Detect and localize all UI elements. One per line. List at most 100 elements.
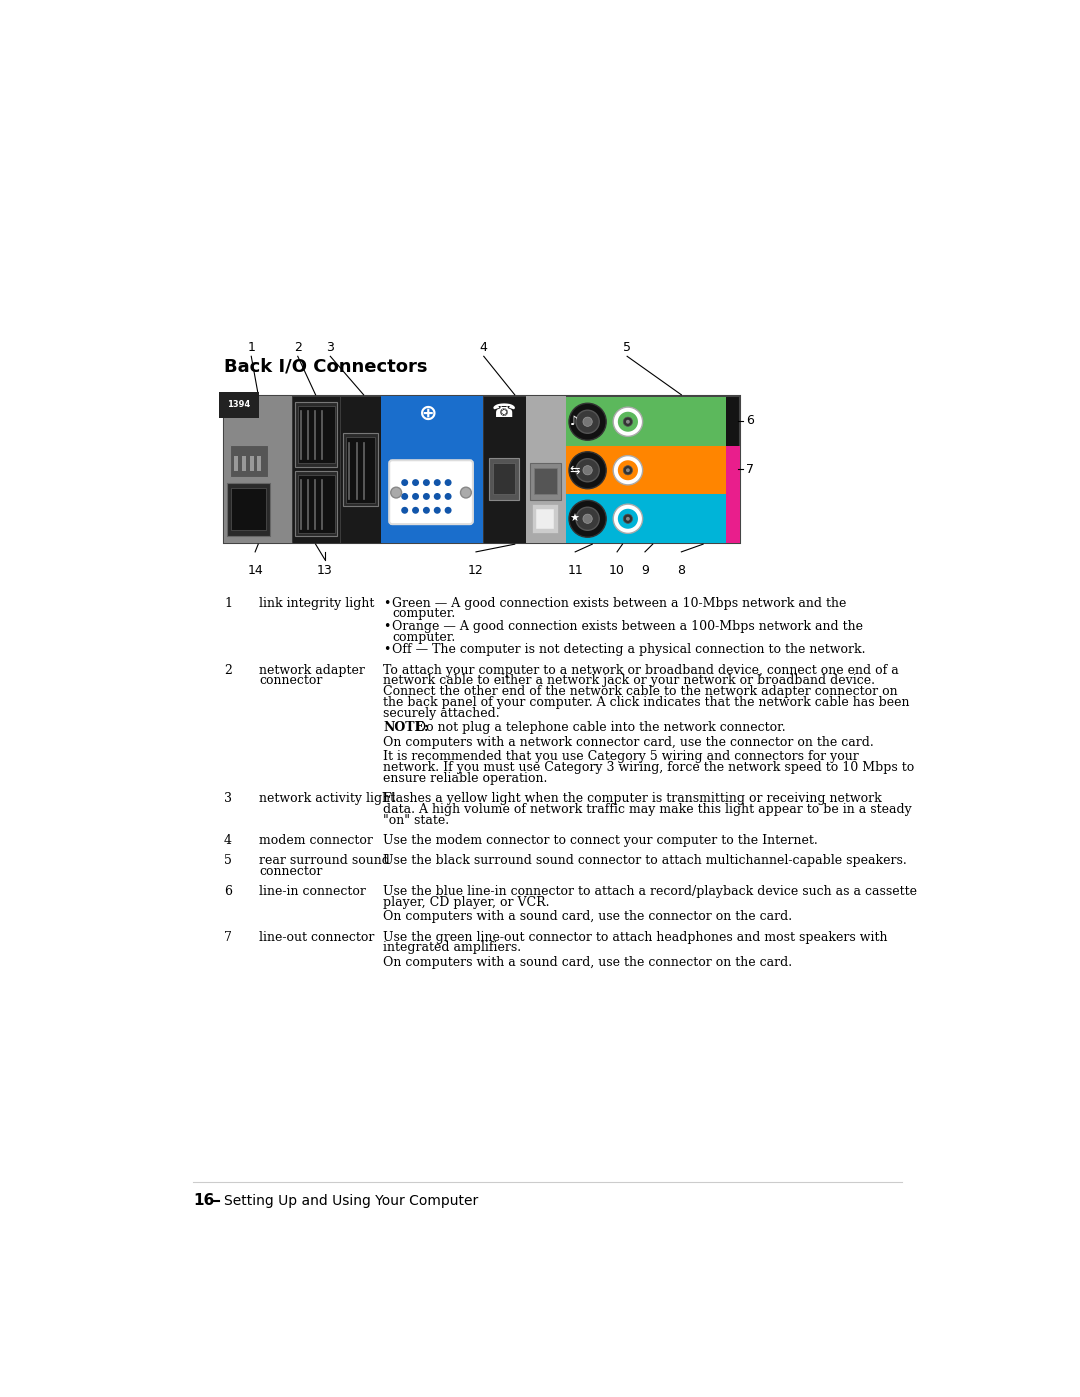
Circle shape <box>583 465 592 475</box>
Text: connector: connector <box>259 865 322 879</box>
Bar <box>566 446 726 495</box>
Text: Green — A good connection exists between a 10-Mbps network and the: Green — A good connection exists between… <box>392 597 847 609</box>
Text: Orange — A good connection exists between a 100-Mbps network and the: Orange — A good connection exists betwee… <box>392 620 863 633</box>
Text: computer.: computer. <box>392 608 456 620</box>
Circle shape <box>576 411 599 433</box>
Circle shape <box>569 500 606 538</box>
Text: securely attached.: securely attached. <box>383 707 500 721</box>
Text: 2: 2 <box>225 664 232 676</box>
Text: 3: 3 <box>225 792 232 805</box>
Bar <box>494 464 515 495</box>
Bar <box>230 444 268 478</box>
Circle shape <box>423 507 430 514</box>
Text: 1: 1 <box>225 597 232 609</box>
Circle shape <box>623 465 633 475</box>
Text: line-in connector: line-in connector <box>259 886 366 898</box>
Text: integrated amplifiers.: integrated amplifiers. <box>383 942 522 954</box>
Bar <box>231 488 266 531</box>
Text: ensure reliable operation.: ensure reliable operation. <box>383 773 548 785</box>
Text: On computers with a network connector card, use the connector on the card.: On computers with a network connector ca… <box>383 736 874 749</box>
Bar <box>293 397 340 542</box>
Circle shape <box>626 468 630 472</box>
Bar <box>535 468 557 495</box>
Text: To attach your computer to a network or broadband device, connect one end of a: To attach your computer to a network or … <box>383 664 899 676</box>
Bar <box>536 509 554 529</box>
Circle shape <box>401 493 408 500</box>
Circle shape <box>434 507 441 514</box>
Text: It is recommended that you use Category 5 wiring and connectors for your: It is recommended that you use Category … <box>383 750 859 763</box>
Bar <box>531 504 558 534</box>
Circle shape <box>460 488 471 497</box>
Bar <box>380 397 483 542</box>
Text: Back I/O Connectors: Back I/O Connectors <box>225 358 428 376</box>
Text: 7: 7 <box>225 930 232 943</box>
Bar <box>234 455 238 471</box>
Text: 7: 7 <box>745 462 754 476</box>
Circle shape <box>623 514 633 524</box>
Bar <box>340 397 380 542</box>
Bar <box>566 495 726 542</box>
Text: computer.: computer. <box>392 631 456 644</box>
Bar <box>227 482 270 536</box>
Circle shape <box>569 451 606 489</box>
Text: Use the green line-out connector to attach headphones and most speakers with: Use the green line-out connector to atta… <box>383 930 888 943</box>
Text: 2: 2 <box>294 341 301 353</box>
Bar <box>489 458 518 500</box>
Circle shape <box>626 517 630 521</box>
Circle shape <box>613 455 643 485</box>
Circle shape <box>391 488 402 497</box>
Text: data. A high volume of network traffic may make this light appear to be in a ste: data. A high volume of network traffic m… <box>383 803 912 816</box>
Bar <box>242 455 246 471</box>
Bar <box>526 397 566 542</box>
Circle shape <box>613 407 643 436</box>
Circle shape <box>576 507 599 531</box>
Bar <box>298 405 335 464</box>
Text: network. If you must use Category 3 wiring, force the network speed to 10 Mbps t: network. If you must use Category 3 wiri… <box>383 761 915 774</box>
Circle shape <box>401 507 408 514</box>
Text: NOTE:: NOTE: <box>383 721 429 735</box>
Bar <box>257 455 261 471</box>
Text: 6: 6 <box>225 886 232 898</box>
Circle shape <box>626 420 630 423</box>
Text: network cable to either a network jack or your network or broadband device.: network cable to either a network jack o… <box>383 675 875 687</box>
Text: •: • <box>383 620 390 633</box>
Text: 16: 16 <box>193 1193 214 1208</box>
Text: 6: 6 <box>745 415 754 427</box>
Text: connector: connector <box>259 675 322 687</box>
Text: On computers with a sound card, use the connector on the card.: On computers with a sound card, use the … <box>383 956 792 968</box>
Bar <box>225 397 740 542</box>
Text: ★: ★ <box>570 514 580 524</box>
Text: 5: 5 <box>225 855 232 868</box>
Circle shape <box>618 509 638 529</box>
Circle shape <box>445 507 451 514</box>
Text: 4: 4 <box>225 834 232 847</box>
Text: Use the blue line-in connector to attach a record/playback device such as a cass: Use the blue line-in connector to attach… <box>383 886 917 898</box>
Text: 11: 11 <box>567 564 583 577</box>
Bar <box>298 475 335 532</box>
Text: 1394: 1394 <box>227 400 251 409</box>
Circle shape <box>583 418 592 426</box>
Text: rear surround sound: rear surround sound <box>259 855 390 868</box>
Text: •: • <box>383 597 390 609</box>
Text: ⊕: ⊕ <box>419 404 437 425</box>
Bar <box>225 397 293 542</box>
Circle shape <box>401 479 408 486</box>
Text: modem connector: modem connector <box>259 834 373 847</box>
Text: Setting Up and Using Your Computer: Setting Up and Using Your Computer <box>225 1194 478 1208</box>
Text: Flashes a yellow light when the computer is transmitting or receiving network: Flashes a yellow light when the computer… <box>383 792 881 805</box>
Text: 13: 13 <box>318 564 333 577</box>
Bar <box>530 464 562 500</box>
Bar <box>483 397 526 542</box>
Text: Use the black surround sound connector to attach multichannel-capable speakers.: Use the black surround sound connector t… <box>383 855 907 868</box>
Text: •: • <box>383 644 390 657</box>
Bar <box>343 433 378 507</box>
Text: line-out connector: line-out connector <box>259 930 375 943</box>
Circle shape <box>423 493 430 500</box>
Text: 4: 4 <box>480 341 488 353</box>
Circle shape <box>445 493 451 500</box>
Circle shape <box>413 479 419 486</box>
Bar <box>296 402 337 467</box>
Circle shape <box>423 479 430 486</box>
Bar <box>566 397 726 446</box>
Text: 14: 14 <box>247 564 264 577</box>
